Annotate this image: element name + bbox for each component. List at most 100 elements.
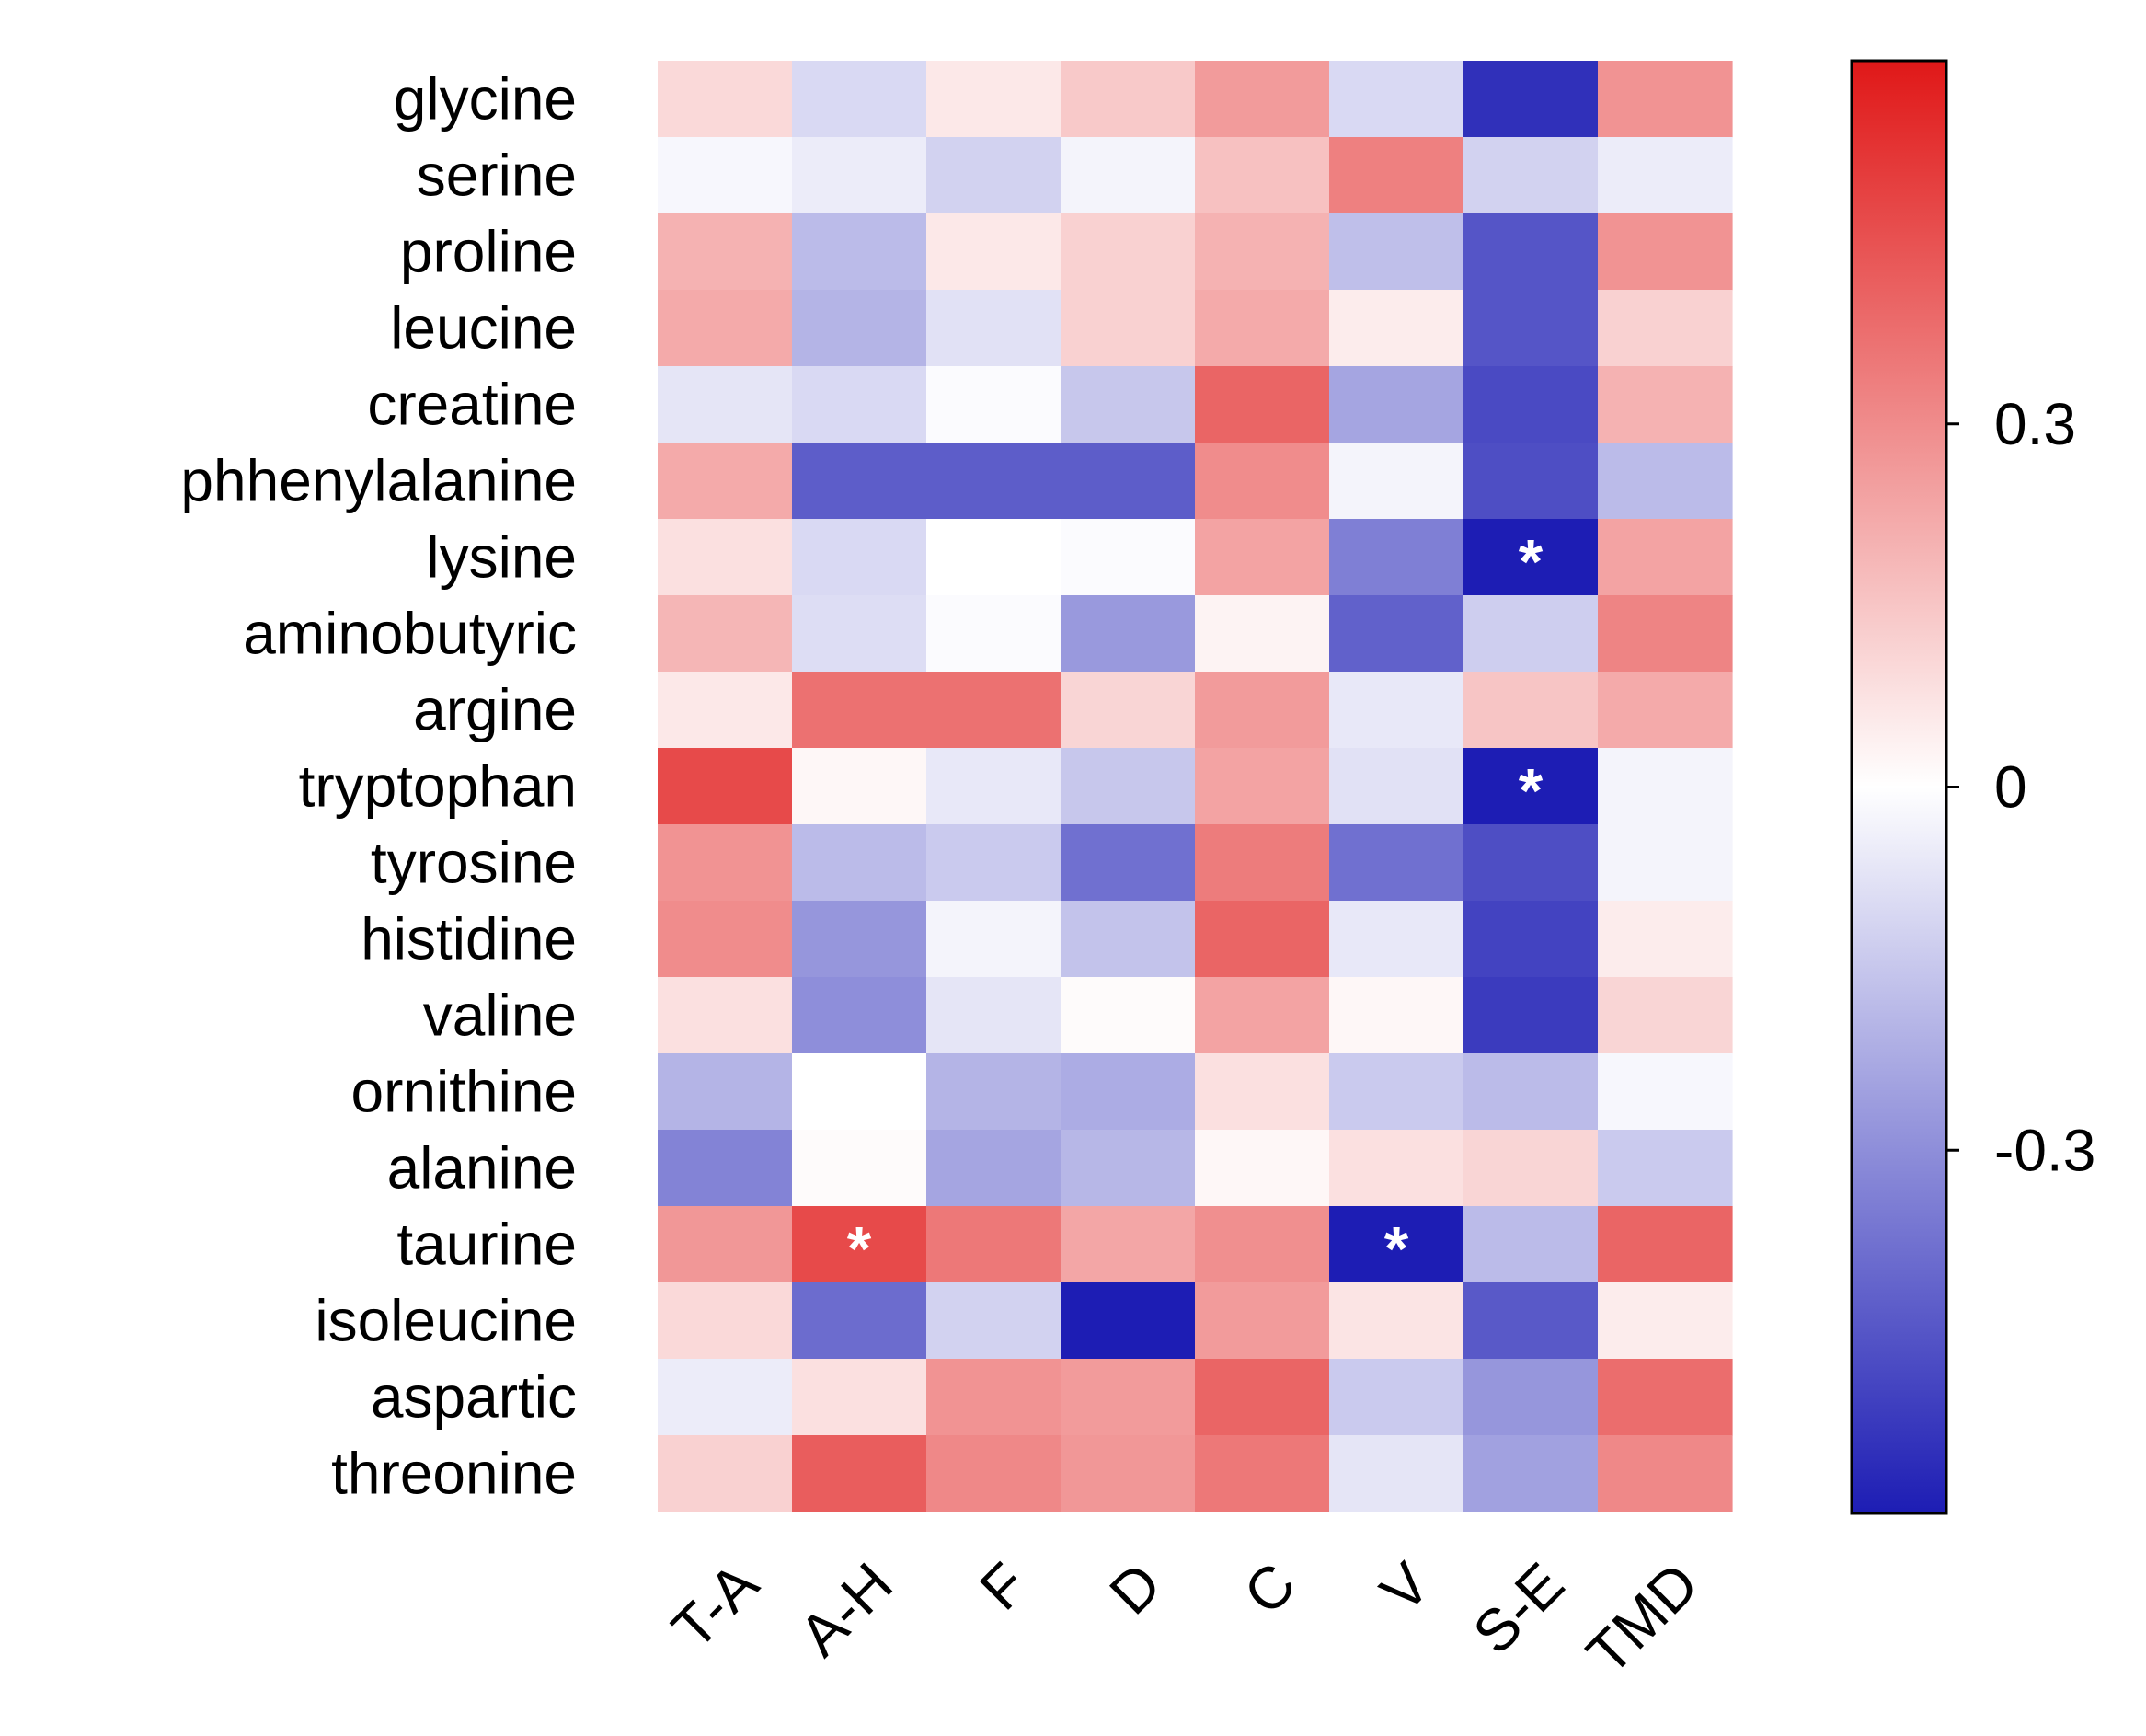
- heatmap-cell-lysine-A-H: [792, 519, 927, 596]
- heatmap-cell-valine-D: [1061, 977, 1196, 1054]
- heatmap-cell-threonine-S-E: [1463, 1435, 1599, 1512]
- heatmap-cells: [658, 61, 1733, 1512]
- heatmap-cell-taurine-T-A: [658, 1206, 793, 1283]
- heatmap-cell-isoleucine-S-E: [1463, 1282, 1599, 1360]
- heatmap-cell-tryptophan-C: [1195, 748, 1330, 825]
- heatmap-cell-aspartic-C: [1195, 1359, 1330, 1436]
- heatmap-cell-tryptophan-S-E: [1463, 748, 1599, 825]
- heatmap-cell-phhenylalanine-V: [1329, 443, 1464, 520]
- heatmap-cell-lysine-TMD: [1598, 519, 1733, 596]
- heatmap-cell-ornithine-C: [1195, 1053, 1330, 1131]
- heatmap-cell-taurine-C: [1195, 1206, 1330, 1283]
- heatmap-cell-aminobutyric-F: [926, 595, 1062, 673]
- significance-marker-taurine-V: *: [1384, 1214, 1409, 1284]
- heatmap-cell-leucine-S-E: [1463, 290, 1599, 367]
- heatmap-cell-aspartic-F: [926, 1359, 1062, 1436]
- heatmap-cell-glycine-V: [1329, 61, 1464, 138]
- heatmap-cell-threonine-T-A: [658, 1435, 793, 1512]
- row-label-valine: valine: [423, 983, 577, 1049]
- heatmap-cell-phhenylalanine-T-A: [658, 443, 793, 520]
- heatmap-cell-threonine-V: [1329, 1435, 1464, 1512]
- heatmap-cell-lysine-C: [1195, 519, 1330, 596]
- heatmap-cell-leucine-F: [926, 290, 1062, 367]
- heatmap-cell-ornithine-A-H: [792, 1053, 927, 1131]
- heatmap-cell-creatine-T-A: [658, 366, 793, 443]
- column-label-V: V: [1368, 1550, 1442, 1625]
- heatmap-cell-histidine-D: [1061, 901, 1196, 978]
- heatmap-cell-glycine-T-A: [658, 61, 793, 138]
- heatmap-cell-valine-S-E: [1463, 977, 1599, 1054]
- heatmap-cell-serine-A-H: [792, 137, 927, 214]
- heatmap-cell-valine-C: [1195, 977, 1330, 1054]
- heatmap-cell-valine-T-A: [658, 977, 793, 1054]
- heatmap-cell-tyrosine-F: [926, 824, 1062, 902]
- heatmap-cell-tyrosine-TMD: [1598, 824, 1733, 902]
- column-label-F: F: [967, 1550, 1039, 1623]
- heatmap-cell-phhenylalanine-A-H: [792, 443, 927, 520]
- heatmap-cell-ornithine-V: [1329, 1053, 1464, 1131]
- heatmap-cell-argine-C: [1195, 672, 1330, 749]
- colorbar: 0.3 0 -0.3: [1850, 59, 2095, 1515]
- heatmap-cell-leucine-A-H: [792, 290, 927, 367]
- heatmap-cell-leucine-D: [1061, 290, 1196, 367]
- heatmap-cell-aminobutyric-V: [1329, 595, 1464, 673]
- heatmap-cell-taurine-V: [1329, 1206, 1464, 1283]
- heatmap-cell-aspartic-T-A: [658, 1359, 793, 1436]
- heatmap-cell-isoleucine-C: [1195, 1282, 1330, 1360]
- heatmap-cell-histidine-F: [926, 901, 1062, 978]
- significance-marker-tryptophan-S-E: *: [1519, 756, 1544, 826]
- heatmap-cell-argine-A-H: [792, 672, 927, 749]
- heatmap-cell-proline-A-H: [792, 213, 927, 291]
- heatmap-cell-leucine-TMD: [1598, 290, 1733, 367]
- heatmap-cell-tryptophan-V: [1329, 748, 1464, 825]
- row-label-isoleucine: isoleucine: [315, 1288, 577, 1354]
- heatmap-cell-proline-D: [1061, 213, 1196, 291]
- heatmap-cell-aminobutyric-A-H: [792, 595, 927, 673]
- heatmap-cell-tryptophan-A-H: [792, 748, 927, 825]
- heatmap-cell-isoleucine-A-H: [792, 1282, 927, 1360]
- heatmap-cell-ornithine-D: [1061, 1053, 1196, 1131]
- heatmap-cell-alanine-V: [1329, 1130, 1464, 1207]
- heatmap-cell-argine-S-E: [1463, 672, 1599, 749]
- heatmap-cell-proline-C: [1195, 213, 1330, 291]
- column-label-D: D: [1096, 1550, 1174, 1627]
- heatmap-cell-creatine-C: [1195, 366, 1330, 443]
- heatmap-cell-ornithine-TMD: [1598, 1053, 1733, 1131]
- heatmap-cell-serine-D: [1061, 137, 1196, 214]
- heatmap-cell-proline-T-A: [658, 213, 793, 291]
- heatmap-cell-glycine-C: [1195, 61, 1330, 138]
- heatmap-cell-valine-F: [926, 977, 1062, 1054]
- heatmap-cell-aminobutyric-TMD: [1598, 595, 1733, 673]
- heatmap-cell-phhenylalanine-TMD: [1598, 443, 1733, 520]
- heatmap-cell-glycine-A-H: [792, 61, 927, 138]
- row-label-argine: argine: [413, 677, 577, 743]
- heatmap-cell-phhenylalanine-C: [1195, 443, 1330, 520]
- row-label-ornithine: ornithine: [351, 1059, 578, 1125]
- heatmap-cell-argine-D: [1061, 672, 1196, 749]
- heatmap-cell-valine-V: [1329, 977, 1464, 1054]
- row-label-lysine: lysine: [426, 524, 577, 591]
- heatmap-cell-alanine-T-A: [658, 1130, 793, 1207]
- heatmap-cell-creatine-V: [1329, 366, 1464, 443]
- row-label-proline: proline: [400, 219, 577, 285]
- heatmap-cell-proline-S-E: [1463, 213, 1599, 291]
- colorbar-ticks: 0.3 0 -0.3: [1946, 391, 2095, 1183]
- heatmap-cell-tryptophan-TMD: [1598, 748, 1733, 825]
- heatmap-cell-aspartic-D: [1061, 1359, 1196, 1436]
- heatmap-cell-aspartic-V: [1329, 1359, 1464, 1436]
- heatmap-cell-creatine-A-H: [792, 366, 927, 443]
- heatmap-cell-proline-TMD: [1598, 213, 1733, 291]
- heatmap-cell-valine-A-H: [792, 977, 927, 1054]
- heatmap-cell-proline-V: [1329, 213, 1464, 291]
- column-label-S-E: S-E: [1461, 1550, 1577, 1666]
- heatmap-cell-aspartic-A-H: [792, 1359, 927, 1436]
- heatmap-cell-aminobutyric-T-A: [658, 595, 793, 673]
- heatmap-cell-proline-F: [926, 213, 1062, 291]
- row-label-creatine: creatine: [367, 372, 577, 438]
- heatmap-cell-ornithine-T-A: [658, 1053, 793, 1131]
- heatmap-cell-creatine-S-E: [1463, 366, 1599, 443]
- heatmap-cell-lysine-D: [1061, 519, 1196, 596]
- row-label-phhenylalanine: phhenylalanine: [180, 448, 577, 514]
- heatmap-cell-tyrosine-S-E: [1463, 824, 1599, 902]
- column-label-A-H: A-H: [786, 1550, 905, 1669]
